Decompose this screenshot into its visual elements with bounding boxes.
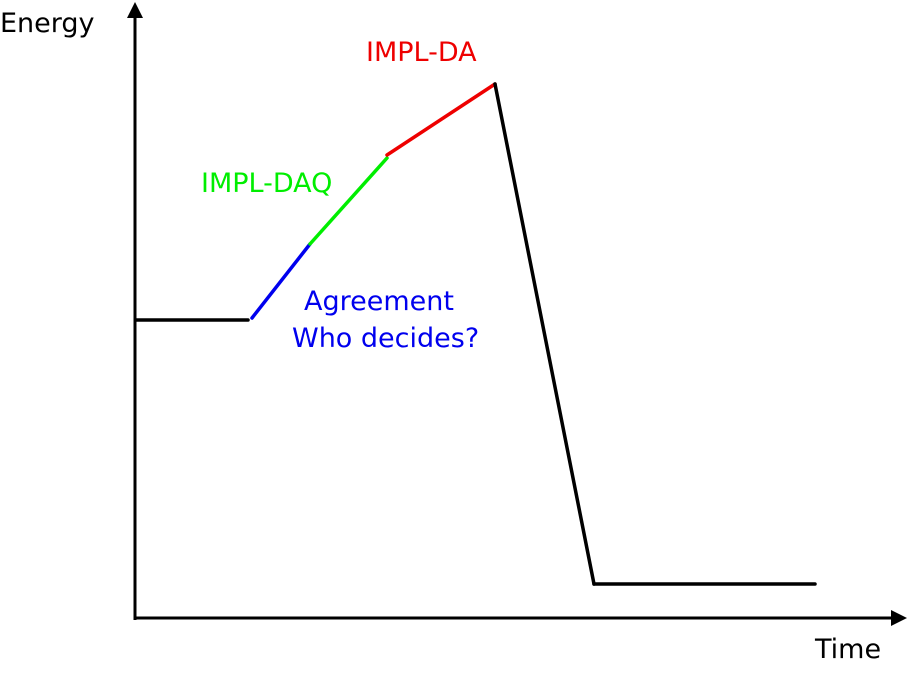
segment-impl-da: [385, 82, 497, 157]
segment-drop: [493, 82, 596, 586]
label-who-decides: Who decides?: [292, 323, 479, 354]
x-axis-label: Time: [814, 634, 881, 665]
axes: [133, 12, 898, 620]
label-agreement: Agreement: [304, 286, 454, 317]
y-axis-label: Energy: [0, 8, 95, 39]
y-axis-arrowhead: [127, 2, 143, 18]
label-impl-daq: IMPL-DAQ: [201, 168, 332, 199]
x-axis-arrowhead: [891, 610, 907, 626]
label-impl-da: IMPL-DA: [366, 37, 477, 68]
energy-curve: [134, 82, 817, 586]
segment-impl-daq: [308, 156, 389, 246]
segment-agreement: [250, 242, 312, 320]
